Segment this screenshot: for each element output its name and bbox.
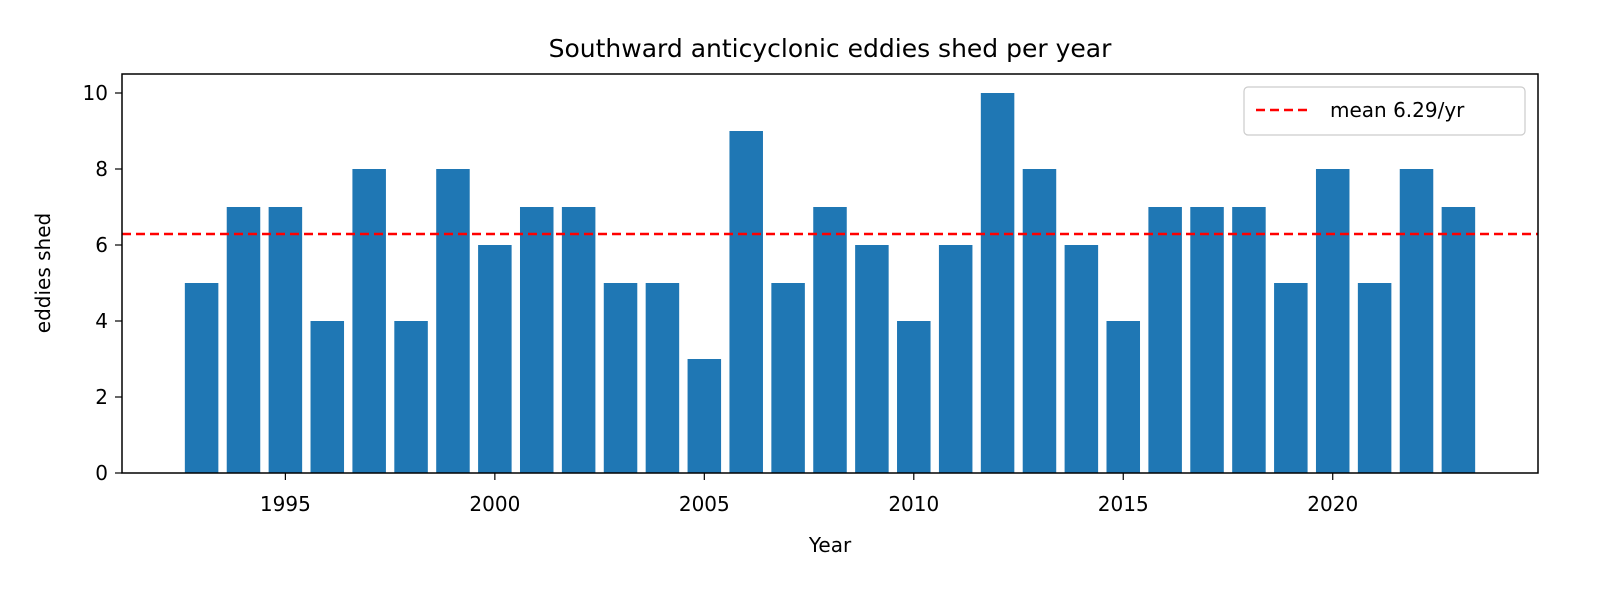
bar-1997 <box>352 169 386 473</box>
bar-2002 <box>561 207 596 473</box>
bar-2014 <box>1064 245 1099 473</box>
bar-2016 <box>1148 207 1182 473</box>
bar-1993 <box>184 283 219 473</box>
bar-2007 <box>771 283 805 473</box>
bar-2003 <box>603 283 638 473</box>
bar-2013 <box>1022 169 1057 473</box>
bar-2017 <box>1190 207 1224 473</box>
bar-2001 <box>519 207 554 473</box>
bar-2021 <box>1357 283 1392 473</box>
bar-1995 <box>268 207 303 473</box>
bars-group <box>184 93 1476 473</box>
bar-2018 <box>1232 207 1266 473</box>
y-tick-label-2: 2 <box>95 385 108 409</box>
bar-2020 <box>1315 169 1350 473</box>
y-axis-ticks: 0 2 4 6 8 10 <box>83 81 122 485</box>
legend: mean 6.29/yr <box>1243 86 1526 136</box>
x-tick-label-2020: 2020 <box>1307 492 1358 516</box>
x-tick-label-2000: 2000 <box>469 492 520 516</box>
bar-2008 <box>813 207 847 473</box>
bar-2019 <box>1274 283 1308 473</box>
bar-2012 <box>980 93 1015 473</box>
bar-1994 <box>226 207 261 473</box>
x-axis-label: Year <box>808 533 852 557</box>
bar-2023 <box>1441 207 1476 473</box>
bar-2004 <box>645 283 680 473</box>
x-tick-label-2005: 2005 <box>679 492 730 516</box>
bar-2010 <box>897 321 931 473</box>
x-tick-label-2015: 2015 <box>1098 492 1149 516</box>
bar-1999 <box>436 169 470 473</box>
bar-2022 <box>1399 169 1434 473</box>
bar-2011 <box>938 245 973 473</box>
plot-frame <box>121 73 1539 474</box>
x-tick-label-1995: 1995 <box>260 492 311 516</box>
legend-label: mean 6.29/yr <box>1330 98 1465 122</box>
bar-2015 <box>1106 321 1141 473</box>
y-axis-label: eddies shed <box>31 213 55 333</box>
chart-title: Southward anticyclonic eddies shed per y… <box>549 34 1112 63</box>
bar-2005 <box>687 359 722 473</box>
y-tick-label-8: 8 <box>95 157 108 181</box>
bar-2009 <box>855 245 889 473</box>
legend-box <box>1243 86 1526 136</box>
y-tick-label-0: 0 <box>95 461 108 485</box>
y-tick-label-10: 10 <box>83 81 108 105</box>
x-axis-ticks: 1995 2000 2005 2010 2015 2020 <box>260 473 1358 516</box>
bar-1998 <box>394 321 428 473</box>
x-tick-label-2010: 2010 <box>888 492 939 516</box>
bar-1996 <box>310 321 345 473</box>
bar-2006 <box>729 131 763 473</box>
y-tick-label-4: 4 <box>95 309 108 333</box>
bar-2000 <box>478 245 512 473</box>
y-tick-label-6: 6 <box>95 233 108 257</box>
